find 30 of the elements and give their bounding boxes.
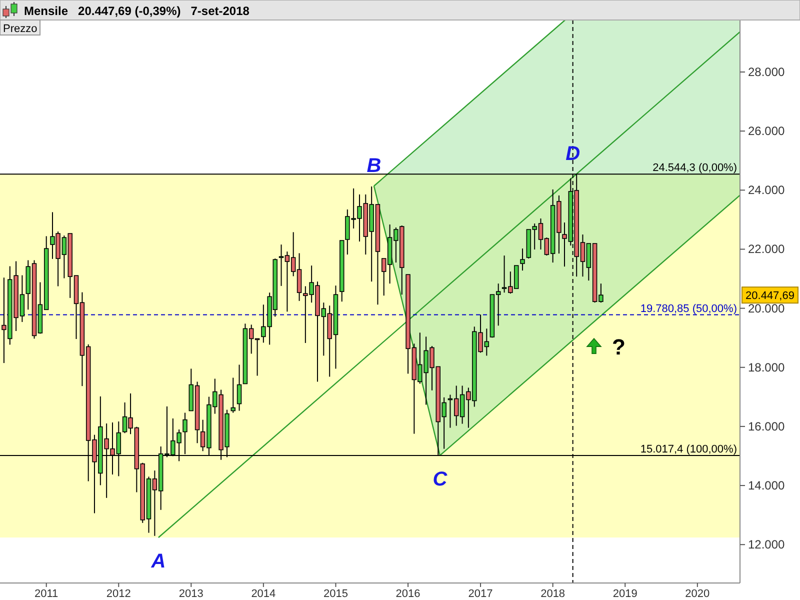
y-tick-label: 22.000 bbox=[748, 242, 786, 256]
ref-line-label: 19.780,85 (50,00%) bbox=[640, 302, 737, 315]
y-tick-label: 24.000 bbox=[748, 183, 786, 198]
y-tick-label: 28.000 bbox=[748, 64, 786, 79]
x-tick-label: 2020 bbox=[685, 588, 710, 600]
text: 20.447,69 bbox=[746, 290, 794, 302]
y-tick-label: 20.000 bbox=[748, 301, 786, 316]
chart-title: Mensile 20.447,69 (-0,39%) 7-set-2018 bbox=[24, 4, 250, 18]
y-tick-label: 14.000 bbox=[748, 478, 786, 493]
annotation: D bbox=[566, 143, 580, 166]
x-tick-label: 2016 bbox=[396, 588, 420, 600]
x-tick-label: 2017 bbox=[468, 588, 493, 600]
x-tick-label: 2011 bbox=[34, 588, 58, 600]
y-tick-label: 12.000 bbox=[748, 538, 786, 552]
x-tick-label: 2013 bbox=[178, 588, 204, 600]
y-tick-label: 18.000 bbox=[748, 360, 786, 374]
x-tick-label: 2014 bbox=[251, 588, 276, 600]
annotation: ? bbox=[612, 334, 626, 360]
annotation: A bbox=[150, 550, 166, 573]
y-tick-label: 26.000 bbox=[748, 124, 786, 138]
ref-line-label: 15.017,4 (100,00%) bbox=[640, 443, 737, 456]
annotation: B bbox=[366, 155, 382, 178]
x-tick-label: 2019 bbox=[612, 588, 638, 600]
x-tick-label: 2018 bbox=[540, 588, 566, 600]
annotation: C bbox=[432, 468, 448, 490]
x-tick-label: 2015 bbox=[323, 588, 348, 600]
x-tick-label: 2012 bbox=[106, 588, 131, 600]
y-tick-label: 16.000 bbox=[748, 419, 786, 434]
y-axis-title: Prezzo bbox=[3, 23, 38, 35]
ref-line-label: 24.544,3 (0,00%) bbox=[652, 162, 737, 174]
